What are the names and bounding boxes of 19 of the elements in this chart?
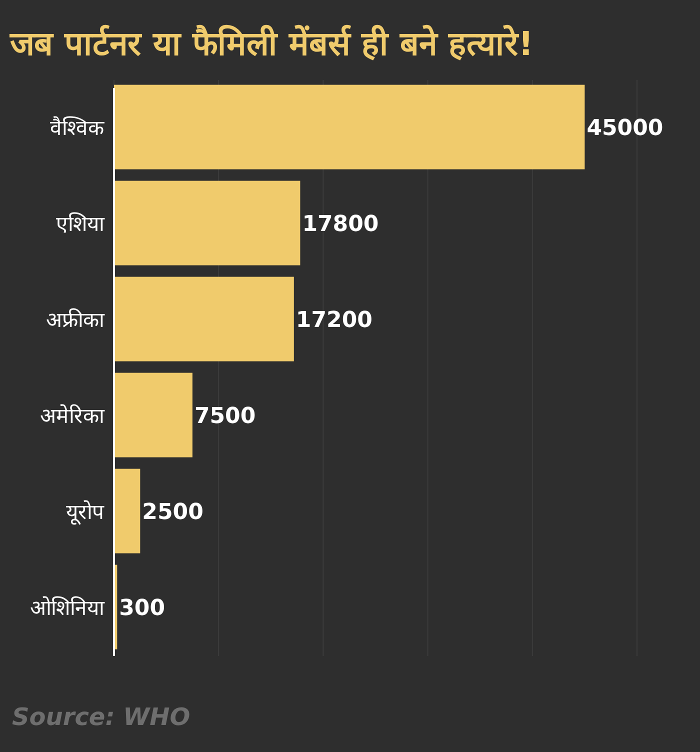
source-note: Source: WHO [12,703,190,731]
bar [114,276,294,362]
y-tick-label: यूरोप [66,500,105,526]
y-tick-label: ओशिनिया [30,596,105,620]
bar [114,372,192,458]
bar [114,84,585,170]
bar [114,180,300,266]
chart-title: जब पार्टनर या फैमिली मेंबर्स ही बने हत्यारे! [9,24,534,63]
data-label: 2500 [142,500,204,526]
data-label: 17200 [296,308,372,334]
data-label: 7500 [194,404,256,430]
data-label: 17800 [302,212,379,238]
y-tick-label: एशिया [56,212,105,236]
data-label: 300 [119,596,166,622]
y-tick-label: अफ्रीका [46,308,105,332]
data-label: 45000 [586,116,664,142]
y-tick-label: अमेरिका [40,404,105,428]
y-tick-label: वैश्विक [50,116,105,140]
bar [114,468,140,554]
